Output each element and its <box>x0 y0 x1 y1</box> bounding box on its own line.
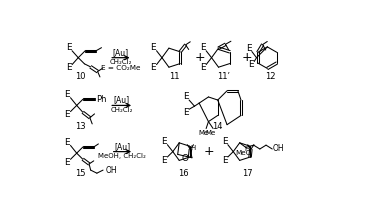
Text: H: H <box>244 146 249 152</box>
Text: MeO: MeO <box>235 150 252 156</box>
Text: 17: 17 <box>242 169 253 178</box>
Text: 11: 11 <box>169 72 180 81</box>
Text: E: E <box>65 138 70 147</box>
Text: 11’: 11’ <box>217 72 231 81</box>
Text: E: E <box>150 43 156 52</box>
Text: E: E <box>183 93 189 101</box>
Text: E: E <box>183 108 189 117</box>
Text: 16: 16 <box>178 169 189 178</box>
Text: H: H <box>191 145 196 151</box>
Text: E: E <box>66 63 72 72</box>
Text: +: + <box>195 51 205 64</box>
Text: E: E <box>161 156 167 165</box>
Text: E: E <box>200 43 206 52</box>
Text: E: E <box>248 60 254 69</box>
Text: 14: 14 <box>212 123 223 131</box>
Text: [Au]: [Au] <box>113 95 130 105</box>
Text: OH: OH <box>105 166 117 174</box>
Text: E: E <box>65 158 70 167</box>
Text: 13: 13 <box>75 123 86 131</box>
Text: E: E <box>222 156 228 165</box>
Text: +: + <box>242 51 253 64</box>
Text: OH: OH <box>273 144 284 153</box>
Text: E: E <box>150 63 156 72</box>
Text: Ph: Ph <box>96 95 107 104</box>
Text: O: O <box>181 154 188 163</box>
Text: Me: Me <box>206 130 216 136</box>
Text: E: E <box>66 43 72 52</box>
Text: E = CO₂Me: E = CO₂Me <box>101 65 141 71</box>
Text: E: E <box>161 137 167 146</box>
Text: Me: Me <box>199 130 209 136</box>
Text: MeOH, CH₂Cl₂: MeOH, CH₂Cl₂ <box>99 153 146 159</box>
Text: +: + <box>203 145 214 158</box>
Text: [Au]: [Au] <box>115 142 130 151</box>
Text: E: E <box>200 63 206 72</box>
Text: CH₂Cl₂: CH₂Cl₂ <box>110 107 133 113</box>
Text: 10: 10 <box>75 72 86 81</box>
Text: E: E <box>222 137 228 146</box>
Text: E: E <box>246 44 252 53</box>
Text: E: E <box>65 90 70 99</box>
Text: 15: 15 <box>75 169 86 178</box>
Text: 12: 12 <box>265 72 276 81</box>
Text: CH₂Cl₂: CH₂Cl₂ <box>110 59 132 65</box>
Text: [Au]: [Au] <box>113 48 129 57</box>
Text: E: E <box>65 110 70 119</box>
